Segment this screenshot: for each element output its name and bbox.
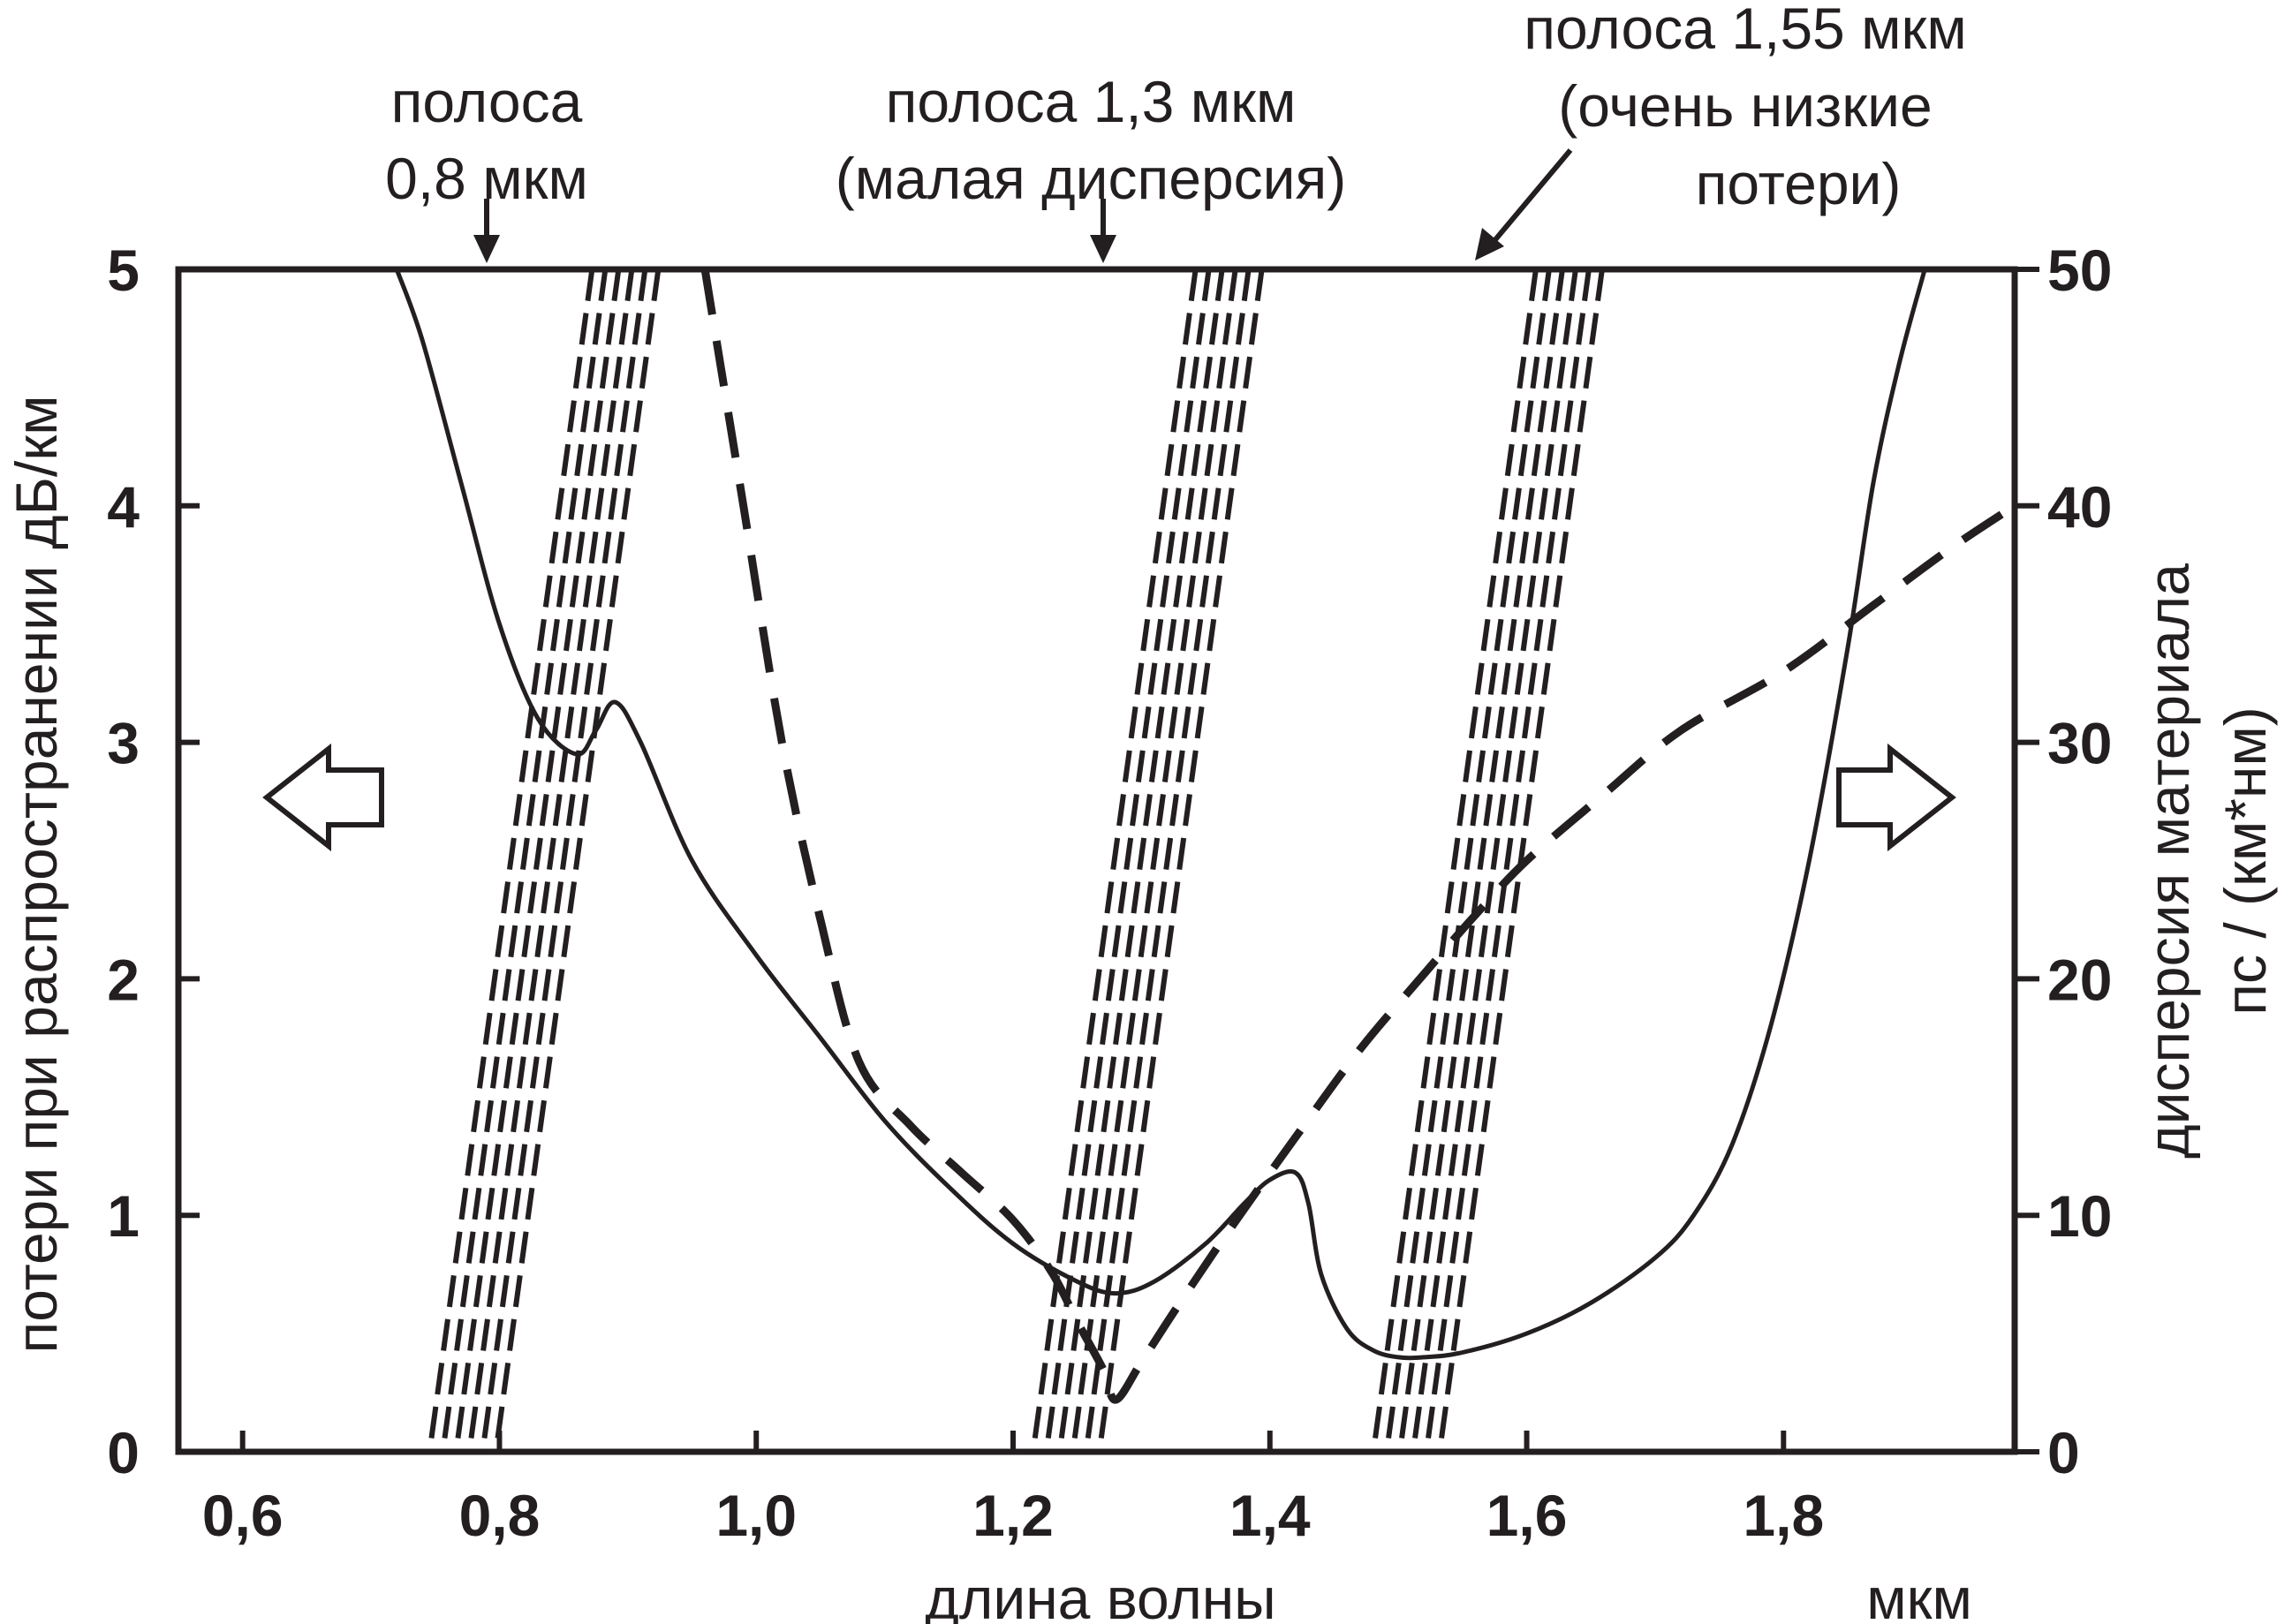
y-left-tick-label: 0 (107, 1420, 140, 1485)
band-0-stripe (427, 268, 595, 1453)
band-arrow-0 (473, 199, 500, 263)
y-right-axis-title-line2: пс / (км*нм) (2213, 706, 2278, 1015)
band-label-2-line-1: полоса 1,55 мкм (1524, 0, 1966, 61)
band-label-1-line-2: (малая дисперсия) (836, 146, 1346, 211)
x-tick-label: 0,6 (202, 1483, 284, 1548)
band-1-stripe (1030, 268, 1199, 1453)
y-right-tick-label: 20 (2047, 947, 2112, 1012)
x-tick-label: 1,2 (972, 1483, 1054, 1548)
band-label-0-line-1: полоса (391, 69, 583, 134)
band-arrow-2 (1475, 148, 1573, 261)
band-2-stripe (1423, 268, 1592, 1453)
y-left-tick-label: 5 (107, 238, 140, 303)
x-tick-label: 0,8 (459, 1483, 541, 1548)
y-left-tick-label: 4 (107, 474, 140, 540)
y-left-tick-label: 1 (107, 1183, 140, 1249)
x-tick-label: 1,8 (1743, 1483, 1824, 1548)
y-right-tick-label: 30 (2047, 711, 2112, 776)
y-left-tick-label: 3 (107, 711, 140, 776)
x-tick-label: 1,6 (1486, 1483, 1568, 1548)
band-label-2-line-2: (очень низкие (1558, 73, 1933, 139)
band-0 (427, 268, 662, 1453)
y-right-tick-label: 10 (2047, 1183, 2112, 1249)
loss-curve (394, 268, 1927, 1361)
band-1-stripe (1056, 268, 1225, 1453)
band-1 (1030, 268, 1265, 1453)
band-1-stripe (1083, 268, 1252, 1453)
band-label-1-line-1: полоса 1,3 мкм (886, 69, 1297, 134)
bands-layer (427, 268, 1605, 1453)
series-layer (394, 268, 2017, 1404)
band-2-stripe (1396, 268, 1565, 1453)
band-2-stripe (1410, 268, 1578, 1453)
band-arrow-1 (1090, 199, 1116, 263)
y-left-tick-label: 2 (107, 947, 140, 1012)
plot-frame (175, 266, 2018, 1455)
band-0-stripe (493, 268, 662, 1453)
band-0-stripe (440, 268, 609, 1453)
x-tick-label: 1,4 (1229, 1483, 1311, 1548)
band-2-stripe (1383, 268, 1552, 1453)
band-1-stripe (1096, 268, 1265, 1453)
band-2-stripe (1370, 268, 1539, 1453)
dispersion-curve (700, 268, 2017, 1404)
y-right-tick-label: 40 (2047, 474, 2112, 540)
band-1-stripe (1043, 268, 1212, 1453)
x-axis-title: длина волны (925, 1566, 1275, 1624)
x-tick-label: 1,0 (715, 1483, 797, 1548)
band-0-stripe (453, 268, 622, 1453)
band-0-stripe (480, 268, 648, 1453)
y-right-axis-title-line1: дисперсия материала (2136, 563, 2201, 1159)
band-0-stripe (466, 268, 635, 1453)
x-axis-unit: мкм (1866, 1566, 1972, 1624)
y-right-tick-label: 0 (2047, 1420, 2080, 1485)
band-2 (1370, 268, 1605, 1453)
band-1-stripe (1070, 268, 1238, 1453)
y-right-tick-label: 50 (2047, 238, 2112, 303)
left-axis-arrow (262, 743, 384, 852)
band-label-2-line-3: потери) (1696, 151, 1902, 216)
band-2-stripe (1436, 268, 1605, 1453)
y-left-axis-title: потери при распространении дБ/км (4, 395, 69, 1353)
right-axis-arrow (1836, 743, 1956, 852)
